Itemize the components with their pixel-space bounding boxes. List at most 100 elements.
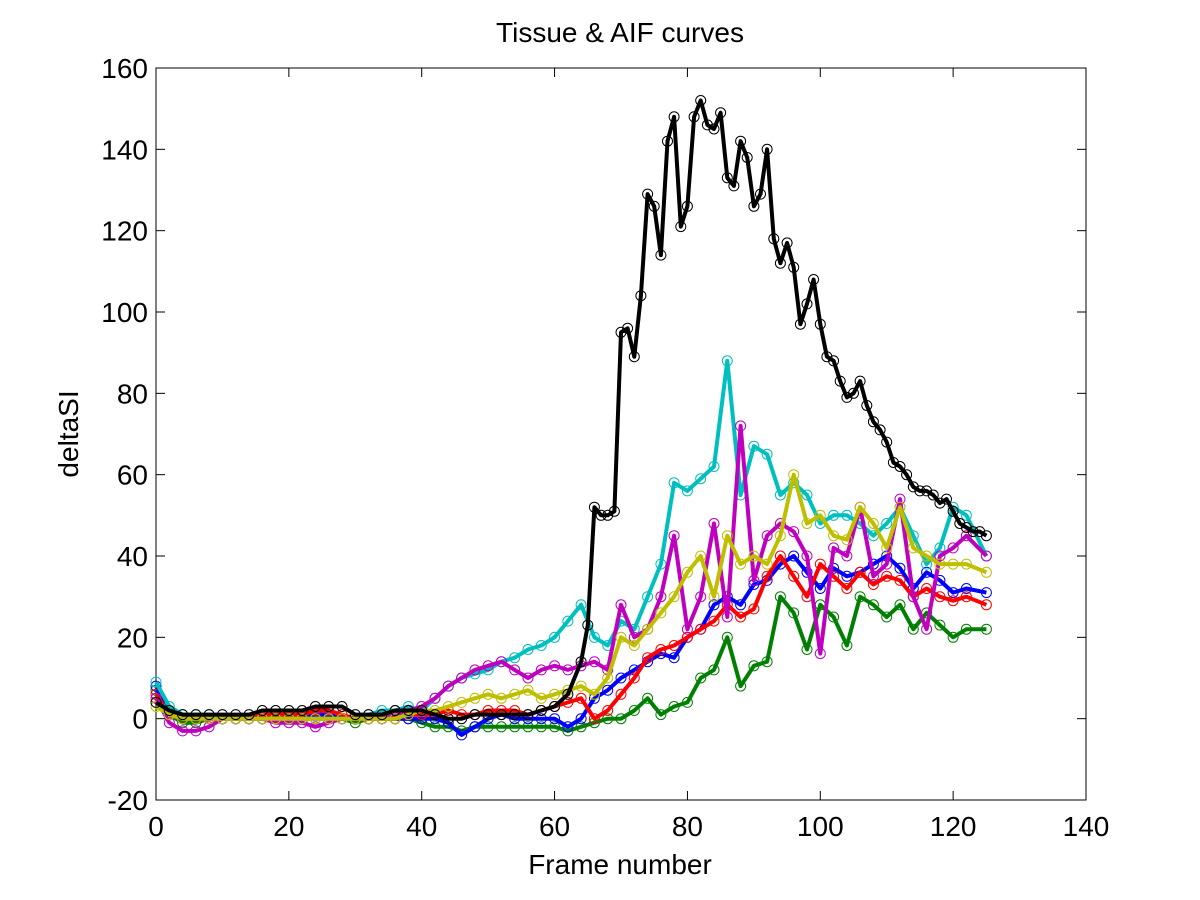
y-tick-label: 0	[132, 704, 148, 735]
data-point	[828, 509, 840, 521]
data-point	[522, 721, 534, 733]
data-point	[841, 550, 853, 562]
data-point	[867, 416, 879, 428]
data-point	[615, 688, 627, 700]
data-point	[270, 705, 282, 716]
y-tick-label: 100	[101, 297, 148, 328]
data-point	[808, 274, 820, 285]
data-point	[748, 574, 760, 586]
data-point	[442, 701, 454, 712]
data-point	[814, 318, 826, 330]
data-point	[429, 692, 441, 704]
data-point	[482, 688, 494, 700]
data-point	[788, 607, 800, 619]
data-point	[456, 729, 468, 741]
data-point	[509, 721, 521, 733]
data-point	[788, 526, 800, 538]
data-point	[456, 713, 468, 725]
data-point	[662, 135, 673, 147]
data-point	[668, 111, 680, 123]
data-point	[980, 550, 992, 562]
data-point	[921, 623, 933, 635]
series-7	[150, 95, 992, 725]
data-point	[416, 705, 428, 716]
data-point	[482, 721, 494, 733]
data-point	[429, 709, 441, 721]
data-point	[721, 631, 733, 643]
data-point	[821, 351, 833, 363]
data-point	[934, 619, 946, 631]
data-point	[947, 631, 959, 643]
data-point	[628, 672, 640, 684]
data-point	[960, 558, 972, 570]
y-tick-label: 40	[117, 541, 148, 572]
data-point	[788, 469, 800, 481]
data-point	[442, 713, 454, 725]
data-point	[642, 692, 654, 704]
data-point	[814, 509, 826, 521]
data-point	[894, 599, 906, 611]
data-point	[960, 509, 972, 521]
x-axis-label: Frame number	[528, 849, 712, 880]
data-point	[522, 709, 534, 721]
data-point	[642, 623, 654, 635]
data-point	[934, 497, 946, 509]
data-point	[894, 501, 906, 513]
data-point	[874, 424, 886, 436]
data-point	[203, 709, 215, 721]
data-point	[469, 664, 481, 676]
data-point	[509, 664, 521, 676]
plot-area	[150, 67, 1087, 801]
data-point	[668, 591, 680, 603]
data-point	[814, 558, 826, 570]
data-point	[655, 591, 667, 603]
y-tick-label: 60	[117, 460, 148, 491]
data-point	[595, 509, 607, 521]
data-point	[881, 436, 893, 448]
data-point	[177, 725, 189, 737]
data-point	[848, 387, 859, 399]
data-point	[615, 713, 627, 725]
data-point	[575, 599, 587, 611]
data-point	[190, 709, 202, 721]
data-point	[841, 570, 853, 582]
data-point	[163, 717, 175, 729]
y-tick-label: 120	[101, 216, 148, 247]
data-point	[495, 656, 507, 668]
data-point	[980, 530, 992, 542]
data-point	[788, 570, 800, 582]
data-point	[960, 591, 972, 603]
data-point	[867, 570, 879, 582]
data-point	[562, 696, 574, 708]
data-point	[648, 200, 660, 212]
data-point	[748, 660, 760, 672]
data-point	[934, 558, 946, 570]
data-point	[708, 461, 720, 472]
data-point	[841, 509, 853, 521]
y-tick-label: 20	[117, 622, 148, 653]
data-point	[801, 644, 813, 655]
data-point	[761, 558, 773, 570]
x-tick-label: 40	[406, 811, 437, 842]
data-point	[608, 505, 620, 517]
data-point	[675, 221, 687, 233]
data-point	[721, 611, 733, 623]
data-point	[695, 623, 707, 635]
data-point	[708, 123, 720, 135]
data-point	[562, 721, 574, 733]
data-point	[814, 583, 826, 594]
data-point	[960, 623, 972, 635]
data-point	[549, 660, 561, 672]
data-point	[296, 713, 308, 725]
data-point	[622, 322, 634, 334]
data-point	[934, 542, 946, 554]
data-point	[695, 95, 707, 106]
data-point	[894, 574, 906, 586]
data-point	[695, 672, 707, 684]
data-point	[867, 579, 879, 590]
x-tick-label: 120	[930, 811, 977, 842]
data-point	[389, 705, 401, 716]
data-point	[535, 713, 547, 725]
y-tick-label: 80	[117, 378, 148, 409]
data-point	[309, 713, 321, 725]
